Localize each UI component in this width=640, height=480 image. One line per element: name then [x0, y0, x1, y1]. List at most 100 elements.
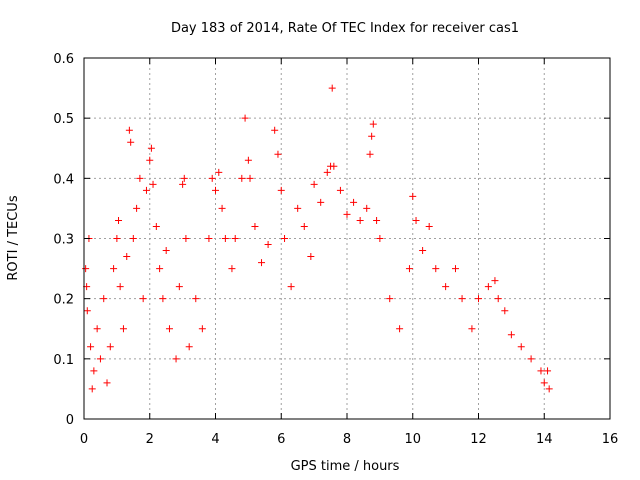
data-point	[110, 265, 118, 273]
data-point	[281, 235, 289, 242]
data-point	[103, 379, 111, 387]
data-point	[507, 331, 515, 339]
data-point	[369, 120, 377, 128]
y-axis-ticks: 0 0.1 0.2 0.3 0.4 0.5 0.6	[53, 52, 610, 428]
data-point	[87, 343, 95, 351]
data-point	[162, 247, 170, 255]
data-point	[396, 325, 404, 333]
data-point	[180, 174, 188, 182]
data-point	[287, 283, 295, 291]
data-point	[100, 295, 108, 303]
data-point	[146, 156, 154, 164]
data-point	[484, 283, 492, 291]
data-point	[116, 283, 124, 291]
data-point	[271, 126, 279, 134]
data-point	[425, 222, 433, 230]
x-tick-label: 2	[146, 432, 154, 447]
data-point	[544, 367, 552, 375]
data-point	[317, 198, 325, 206]
data-point	[323, 168, 331, 176]
data-point	[517, 343, 525, 351]
data-point	[376, 235, 384, 242]
data-point	[172, 355, 180, 363]
data-point	[368, 132, 376, 140]
data-point	[231, 235, 239, 242]
data-point	[205, 235, 213, 242]
data-point	[139, 295, 147, 303]
data-point	[115, 216, 123, 224]
data-point	[494, 295, 502, 303]
data-point	[175, 283, 183, 291]
data-point	[125, 126, 133, 134]
x-tick-label: 0	[80, 432, 88, 447]
data-point	[540, 379, 548, 387]
data-point	[405, 265, 413, 273]
data-point	[386, 295, 394, 303]
x-tick-label: 8	[343, 432, 351, 447]
data-point	[300, 222, 308, 230]
data-point	[238, 174, 246, 182]
data-point	[244, 156, 252, 164]
y-tick-label: 0.5	[53, 112, 74, 127]
data-point	[350, 198, 358, 206]
data-point	[328, 84, 336, 92]
data-point	[373, 216, 381, 224]
data-point	[93, 325, 101, 333]
data-point	[136, 174, 144, 182]
data-point	[545, 385, 553, 393]
chart-title: Day 183 of 2014, Rate Of TEC Index for r…	[171, 21, 519, 36]
data-point	[119, 325, 127, 333]
data-point	[330, 162, 338, 170]
data-point	[356, 216, 364, 224]
data-point	[113, 235, 121, 242]
data-point	[90, 367, 98, 375]
data-point	[221, 235, 229, 242]
data-point	[127, 138, 135, 146]
data-point	[251, 222, 259, 230]
data-point	[412, 216, 420, 224]
data-point	[537, 367, 545, 375]
data-point	[336, 186, 344, 194]
data-point	[129, 235, 137, 242]
data-point	[156, 265, 164, 273]
data-point	[491, 277, 499, 285]
data-point	[475, 295, 482, 303]
x-tick-label: 16	[602, 432, 619, 447]
y-tick-label: 0.1	[53, 353, 74, 368]
data-point	[343, 210, 351, 218]
data-point	[165, 325, 173, 333]
data-point	[264, 241, 272, 249]
data-point	[96, 355, 104, 363]
data-point	[83, 307, 91, 315]
data-point	[363, 204, 371, 212]
y-tick-label: 0.3	[53, 233, 74, 248]
data-point	[258, 259, 266, 267]
data-point	[468, 325, 476, 333]
grid-lines	[84, 58, 610, 419]
y-tick-label: 0	[66, 413, 74, 428]
data-point	[149, 180, 157, 188]
data-point	[212, 186, 219, 194]
data-point	[501, 307, 509, 315]
y-tick-label: 0.2	[53, 293, 74, 308]
data-point	[432, 265, 440, 273]
x-tick-label: 4	[211, 432, 219, 447]
data-point	[142, 186, 150, 194]
data-point	[442, 283, 450, 291]
data-point	[218, 204, 226, 212]
data-point	[182, 235, 190, 242]
y-tick-label: 0.6	[53, 52, 74, 67]
data-point	[159, 295, 167, 303]
data-point	[215, 168, 223, 176]
data-point	[310, 180, 318, 188]
data-point	[451, 265, 459, 273]
data-point	[123, 253, 131, 261]
x-tick-label: 12	[470, 432, 487, 447]
x-axis-label: GPS time / hours	[291, 459, 400, 474]
x-tick-label: 10	[404, 432, 421, 447]
x-tick-label: 14	[536, 432, 553, 447]
data-point	[307, 253, 315, 261]
data-point	[88, 385, 96, 393]
data-point	[277, 186, 285, 194]
